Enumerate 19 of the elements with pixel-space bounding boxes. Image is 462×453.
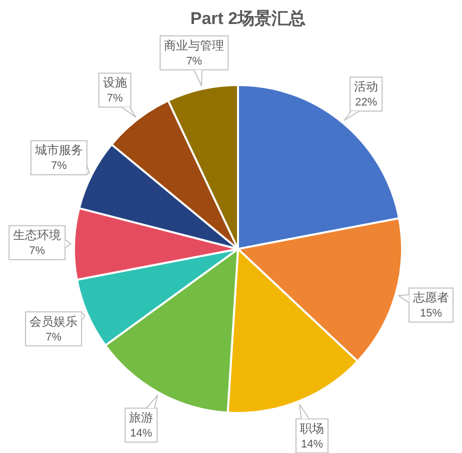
title: Part 2场景汇总 (190, 9, 306, 28)
data-label: 7% (50, 160, 68, 172)
slice-label: 设施 (102, 76, 127, 90)
slice-label: 城市服务 (34, 143, 83, 158)
data-label: 22% (355, 96, 378, 109)
slice-label: 生态环境 (13, 228, 62, 242)
data-label: 7% (186, 55, 202, 68)
data-label: 14% (300, 438, 324, 450)
slice-label: 旅游 (129, 410, 154, 425)
data-label: 15% (420, 308, 442, 320)
data-label: 7% (46, 331, 62, 344)
slice-label: 活动 (354, 80, 378, 94)
slice-label: 志愿者 (413, 290, 450, 305)
slice-label: 会员娱乐 (30, 314, 78, 328)
data-label: 7% (29, 245, 46, 258)
data-label: 14% (130, 428, 152, 440)
data-label: 7% (106, 92, 123, 105)
slice-label: 商业与管理 (164, 38, 224, 52)
slice-label: 职场 (300, 421, 324, 436)
